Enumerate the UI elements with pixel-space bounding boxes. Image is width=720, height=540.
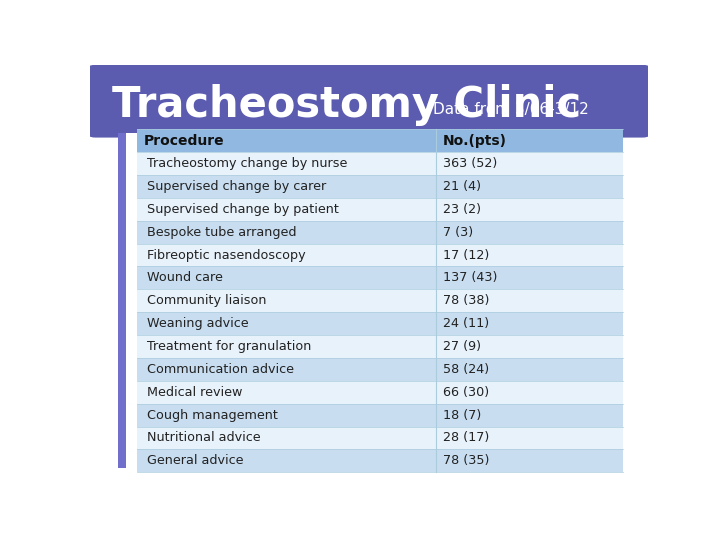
Text: 28 (17): 28 (17) [443,431,489,444]
Text: 58 (24): 58 (24) [443,363,489,376]
Text: 78 (38): 78 (38) [443,294,489,307]
Bar [138,381,623,404]
Bar [138,335,623,358]
Text: Wound care: Wound care [148,272,223,285]
Text: 24 (11): 24 (11) [443,317,489,330]
Bar [118,133,132,468]
Text: 78 (35): 78 (35) [443,454,489,467]
Text: Tracheostomy Clinic: Tracheostomy Clinic [112,84,582,126]
Bar [96,120,642,129]
Bar [138,129,623,152]
Text: Community liaison: Community liaison [148,294,267,307]
Text: Medical review: Medical review [148,386,243,399]
Text: Data from 3/06-3/12: Data from 3/06-3/12 [433,102,589,117]
FancyBboxPatch shape [79,57,660,489]
Text: No.(pts): No.(pts) [443,134,507,147]
Text: Supervised change by patient: Supervised change by patient [148,203,339,216]
Bar [138,152,623,175]
Bar [138,358,623,381]
Text: 7 (3): 7 (3) [443,226,473,239]
Bar [138,266,623,289]
Bar [138,427,623,449]
Text: Nutritional advice: Nutritional advice [148,431,261,444]
Text: Weaning advice: Weaning advice [148,317,249,330]
Text: Fibreoptic nasendoscopy: Fibreoptic nasendoscopy [148,248,306,261]
Bar [138,244,623,266]
Text: Bespoke tube arranged: Bespoke tube arranged [148,226,297,239]
Text: 17 (12): 17 (12) [443,248,489,261]
Text: 363 (52): 363 (52) [443,157,497,170]
FancyBboxPatch shape [84,65,654,138]
Bar [126,133,138,468]
Text: Supervised change by carer: Supervised change by carer [148,180,327,193]
Text: 23 (2): 23 (2) [443,203,481,216]
Bar [138,221,623,244]
Bar [138,404,623,427]
Text: Procedure: Procedure [144,134,225,147]
Text: Treatment for granulation: Treatment for granulation [148,340,312,353]
Bar [138,289,623,312]
Text: 27 (9): 27 (9) [443,340,481,353]
Bar [138,175,623,198]
Text: 137 (43): 137 (43) [443,272,497,285]
Bar [138,312,623,335]
Text: Cough management: Cough management [148,409,279,422]
Text: Tracheostomy change by nurse: Tracheostomy change by nurse [148,157,348,170]
Text: General advice: General advice [148,454,244,467]
Text: 21 (4): 21 (4) [443,180,481,193]
Bar [138,449,623,472]
Text: 18 (7): 18 (7) [443,409,481,422]
Text: Communication advice: Communication advice [148,363,294,376]
Text: 66 (30): 66 (30) [443,386,489,399]
Bar [138,198,623,221]
